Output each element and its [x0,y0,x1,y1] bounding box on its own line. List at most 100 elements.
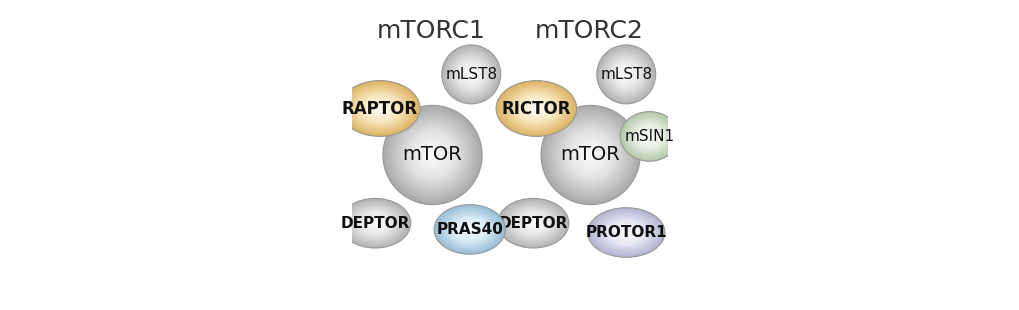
Ellipse shape [362,96,397,121]
Ellipse shape [506,205,559,242]
Ellipse shape [560,125,620,185]
Ellipse shape [646,134,652,139]
Ellipse shape [375,106,383,111]
Text: DEPTOR: DEPTOR [340,216,410,231]
Ellipse shape [497,82,574,135]
Ellipse shape [417,140,447,170]
Ellipse shape [435,206,503,253]
Ellipse shape [364,97,395,120]
Ellipse shape [634,124,663,149]
Ellipse shape [345,85,414,132]
Ellipse shape [589,209,662,256]
Ellipse shape [608,57,643,92]
Ellipse shape [392,115,472,195]
Ellipse shape [448,215,490,244]
Ellipse shape [644,133,653,140]
Ellipse shape [599,48,652,101]
Ellipse shape [503,86,568,131]
Ellipse shape [342,201,407,246]
Ellipse shape [588,153,592,157]
Ellipse shape [441,210,497,249]
Ellipse shape [461,223,478,236]
Ellipse shape [639,128,659,145]
Text: mSIN1: mSIN1 [624,129,674,144]
Text: mLST8: mLST8 [599,67,652,82]
Ellipse shape [545,110,635,200]
Ellipse shape [356,210,394,237]
Ellipse shape [459,63,483,86]
Ellipse shape [339,198,411,248]
Ellipse shape [524,100,548,117]
Ellipse shape [528,219,538,227]
Ellipse shape [626,117,673,156]
Ellipse shape [548,113,632,197]
Ellipse shape [526,218,540,228]
Ellipse shape [512,92,560,125]
Ellipse shape [370,219,380,227]
Ellipse shape [369,102,389,115]
Ellipse shape [348,205,401,242]
Ellipse shape [352,89,408,128]
Ellipse shape [504,203,561,243]
Ellipse shape [630,120,668,153]
Ellipse shape [602,218,649,247]
Ellipse shape [443,46,498,102]
Ellipse shape [543,108,637,202]
Ellipse shape [507,206,557,241]
Ellipse shape [430,153,434,157]
Ellipse shape [636,125,662,148]
Ellipse shape [627,118,671,155]
Ellipse shape [510,207,556,239]
Ellipse shape [470,73,472,76]
Ellipse shape [587,208,664,257]
Ellipse shape [499,83,572,134]
Ellipse shape [408,130,457,180]
Ellipse shape [643,131,655,141]
Ellipse shape [446,213,492,246]
Ellipse shape [464,226,475,233]
Ellipse shape [623,72,629,77]
Ellipse shape [455,219,483,239]
Ellipse shape [363,215,387,232]
Ellipse shape [510,91,562,126]
Text: mTORC2: mTORC2 [534,19,643,43]
Ellipse shape [373,104,385,113]
Ellipse shape [603,52,648,96]
Ellipse shape [413,135,451,175]
Ellipse shape [441,45,500,104]
Ellipse shape [344,202,406,244]
Ellipse shape [382,105,482,205]
Ellipse shape [341,200,409,247]
Ellipse shape [598,215,653,250]
Ellipse shape [555,120,625,190]
Ellipse shape [596,45,655,104]
Text: mTOR: mTOR [560,145,620,165]
Ellipse shape [610,223,641,242]
Ellipse shape [530,104,542,113]
Ellipse shape [371,103,387,114]
Ellipse shape [609,58,642,91]
Ellipse shape [367,100,391,117]
Ellipse shape [461,64,481,85]
Ellipse shape [495,81,576,136]
Ellipse shape [501,85,570,132]
Text: mTORC1: mTORC1 [376,19,485,43]
Ellipse shape [515,211,550,236]
Ellipse shape [520,97,552,120]
Ellipse shape [522,99,550,118]
Ellipse shape [403,125,462,185]
Ellipse shape [611,60,640,89]
Ellipse shape [341,82,418,135]
Ellipse shape [580,145,600,165]
Ellipse shape [615,226,635,239]
Ellipse shape [550,115,630,195]
Ellipse shape [410,133,454,177]
Ellipse shape [425,148,439,162]
Ellipse shape [444,212,494,247]
Ellipse shape [568,133,612,177]
Ellipse shape [451,55,490,94]
Ellipse shape [364,216,385,231]
Ellipse shape [457,60,485,89]
Ellipse shape [350,206,399,241]
Ellipse shape [534,107,538,110]
